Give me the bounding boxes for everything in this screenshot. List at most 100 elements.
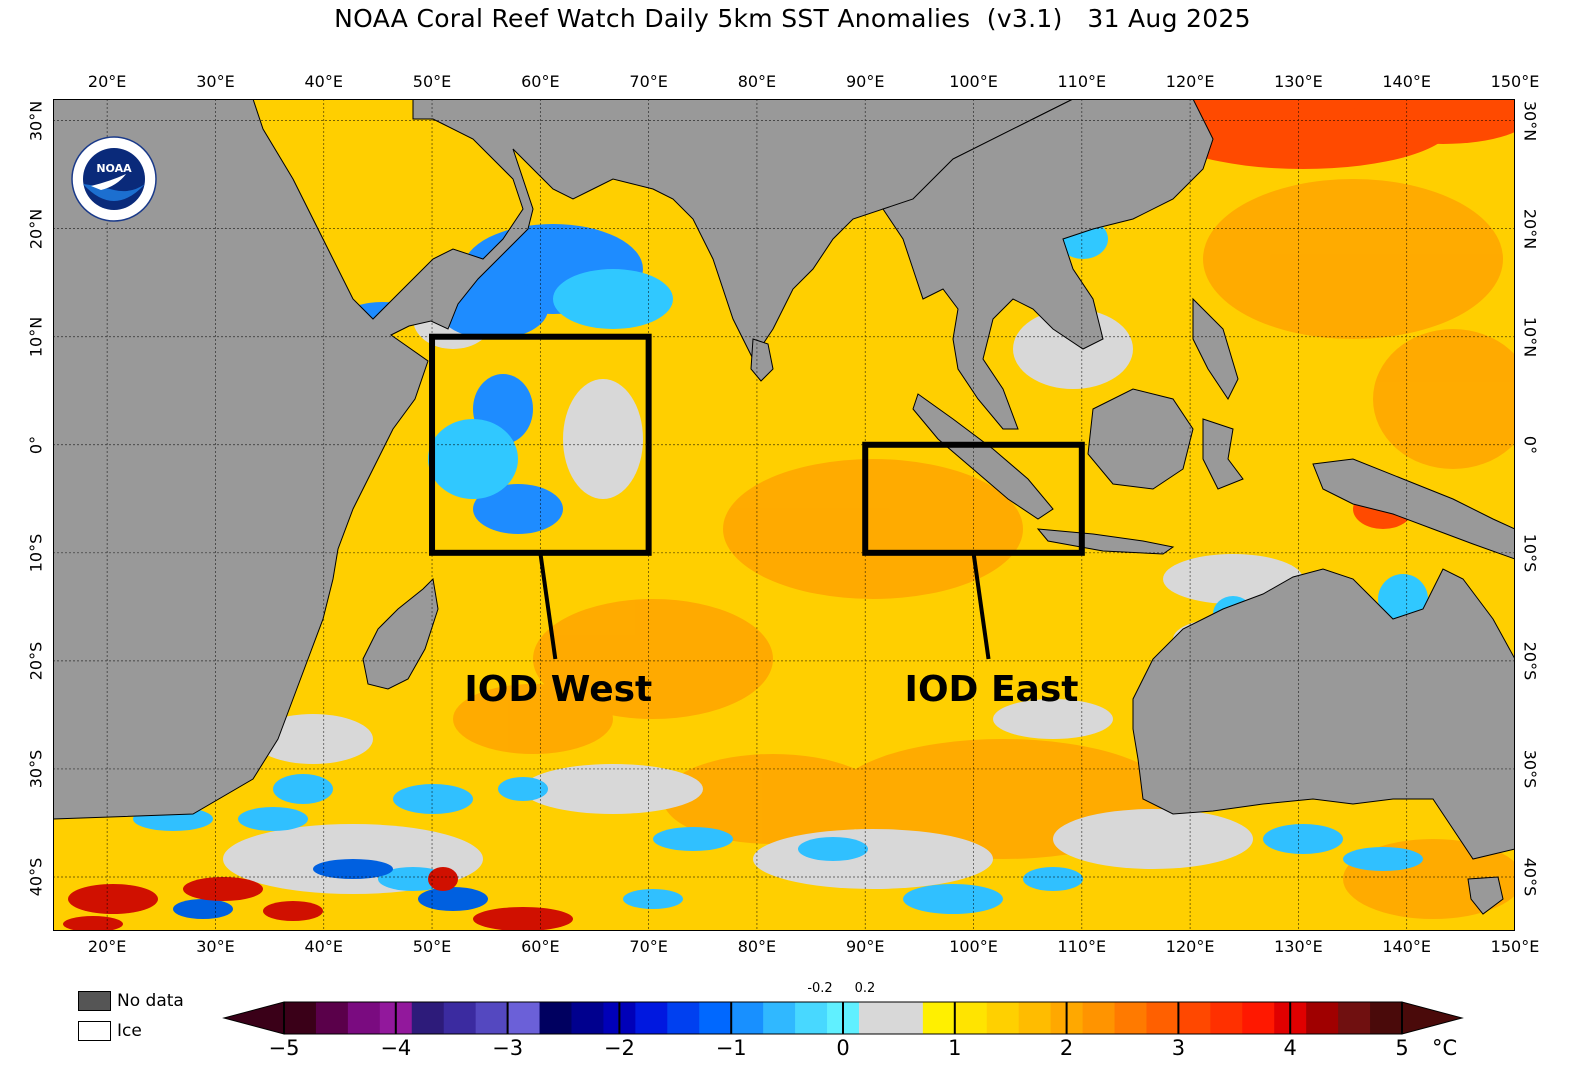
map-frame: [53, 99, 1515, 931]
colorbar-segment: [1018, 1002, 1052, 1034]
lon-tick-label-bottom: 50°E: [412, 937, 452, 956]
colorbar-segment: [635, 1002, 668, 1034]
colorbar-segment: [1146, 1002, 1179, 1034]
noaa-logo-text: NOAA: [96, 162, 132, 175]
sst-anomaly-map: IOD West IOD East: [53, 99, 1515, 931]
colorbar-tick-label: 5: [1395, 1036, 1409, 1060]
colorbar-label-minus-0-2: -0.2: [807, 981, 833, 996]
colorbar-unit: °C: [1432, 1036, 1458, 1060]
lon-tick-label-bottom: 100°E: [949, 937, 998, 956]
lat-tick-label-right: 30°S: [1520, 749, 1540, 789]
sumatra: [912, 393, 1054, 520]
colorbar: [222, 1001, 1464, 1035]
colorbar-segment: [1306, 1002, 1339, 1034]
legend-no-data: No data: [78, 991, 184, 1011]
java: [1036, 528, 1175, 555]
lat-tick-label-right: 20°N: [1520, 208, 1540, 249]
iod-label-1: IOD East: [905, 669, 1079, 710]
tasmania: [1467, 876, 1504, 915]
colorbar-segment: [1082, 1002, 1116, 1034]
iod-callout-line-1: [971, 552, 991, 660]
southeast-asia: [882, 99, 1214, 430]
colorbar-segment: [284, 1002, 317, 1034]
legend-ice: Ice: [78, 1021, 142, 1041]
ice-swatch: [78, 1021, 111, 1041]
lat-tick-label-left: 20°N: [26, 208, 46, 249]
lat-tick-label-left: 10°S: [26, 533, 46, 573]
lon-tick-label-bottom: 80°E: [737, 937, 777, 956]
colorbar-tick-label: −3: [492, 1036, 524, 1060]
no-data-label: No data: [117, 991, 184, 1011]
colorbar-segment: [1370, 1002, 1403, 1034]
colorbar-label-plus-0-2: 0.2: [854, 981, 876, 996]
colorbar-segment: [858, 1002, 892, 1034]
lon-tick-label-top: 140°E: [1382, 72, 1432, 91]
colorbar-tick-label: −1: [715, 1036, 747, 1060]
lon-tick-label-bottom: 20°E: [87, 937, 127, 956]
colorbar-tick-label: −5: [268, 1036, 300, 1060]
lat-tick-label-left: 40°S: [26, 857, 46, 897]
colorbar-segment: [922, 1002, 956, 1034]
lon-tick-label-top: 20°E: [87, 72, 127, 91]
colorbar-segment: [699, 1002, 732, 1034]
lon-tick-label-bottom: 30°E: [196, 937, 235, 956]
sri-lanka: [750, 338, 774, 382]
lon-tick-label-bottom: 40°E: [304, 937, 343, 956]
madagascar: [362, 577, 439, 690]
lon-tick-label-bottom: 120°E: [1165, 937, 1215, 956]
colorbar-segment: [507, 1002, 541, 1034]
lat-tick-label-left: 10°N: [26, 316, 46, 357]
lon-tick-label-top: 130°E: [1274, 72, 1323, 91]
colorbar-segment: [1210, 1002, 1243, 1034]
colorbar-segment: [315, 1002, 349, 1034]
colorbar-tick-label: 0: [836, 1036, 850, 1060]
lon-tick-label-top: 70°E: [629, 72, 668, 91]
colorbar-segment: [1114, 1002, 1147, 1034]
colorbar-segment: [986, 1002, 1020, 1034]
lon-tick-label-top: 120°E: [1165, 72, 1215, 91]
lon-tick-label-bottom: 130°E: [1274, 937, 1323, 956]
southern-ocean-deep-cool: [173, 859, 488, 919]
sulawesi: [1202, 418, 1244, 490]
colorbar-segment: [1338, 1002, 1371, 1034]
lat-tick-label-right: 40°S: [1520, 857, 1540, 897]
land: [53, 99, 1515, 915]
lon-tick-label-bottom: 140°E: [1382, 937, 1432, 956]
lat-tick-label-right: 10°N: [1520, 316, 1540, 357]
philippines: [1192, 297, 1239, 400]
lat-tick-label-right: 30°N: [1520, 100, 1540, 141]
lon-tick-label-top: 80°E: [737, 72, 777, 91]
iod-label-0: IOD West: [464, 669, 652, 710]
colorbar-segment: [890, 1002, 924, 1034]
lat-tick-label-right: 0°: [1520, 435, 1540, 454]
africa-arabia: [53, 99, 1074, 820]
colorbar-max-extend: [1401, 1001, 1464, 1035]
ice-label: Ice: [117, 1021, 142, 1041]
lon-tick-label-top: 90°E: [845, 72, 885, 91]
lon-tick-label-bottom: 150°E: [1490, 937, 1540, 956]
lon-tick-label-top: 30°E: [196, 72, 235, 91]
no-data-swatch: [78, 991, 111, 1011]
colorbar-segment: [539, 1002, 572, 1034]
southern-ocean-hot: [63, 867, 573, 931]
colorbar-segment: [1178, 1002, 1211, 1034]
colorbar-min-extend: [222, 1001, 285, 1035]
colorbar-segment: [443, 1002, 477, 1034]
lon-tick-label-bottom: 60°E: [521, 937, 560, 956]
colorbar-segment: [731, 1002, 764, 1034]
lat-tick-label-left: 30°S: [26, 749, 46, 789]
colorbar-segment: [667, 1002, 700, 1034]
hot-patch-northeast: [1153, 99, 1515, 529]
colorbar-tick-label: 3: [1171, 1036, 1186, 1060]
colorbar-segment: [571, 1002, 604, 1034]
borneo: [1087, 388, 1194, 490]
southern-ocean-cool: [133, 774, 1423, 914]
noaa-logo: NOAA: [71, 136, 157, 222]
lon-tick-label-top: 50°E: [412, 72, 452, 91]
iod-regions: IOD West IOD East: [429, 333, 1085, 710]
lat-tick-label-left: 30°N: [26, 100, 46, 141]
colorbar-segment: [795, 1002, 828, 1034]
map-title: NOAA Coral Reef Watch Daily 5km SST Anom…: [334, 4, 1251, 33]
new-guinea: [1312, 458, 1515, 560]
colorbar-tick-label: −2: [603, 1036, 635, 1060]
